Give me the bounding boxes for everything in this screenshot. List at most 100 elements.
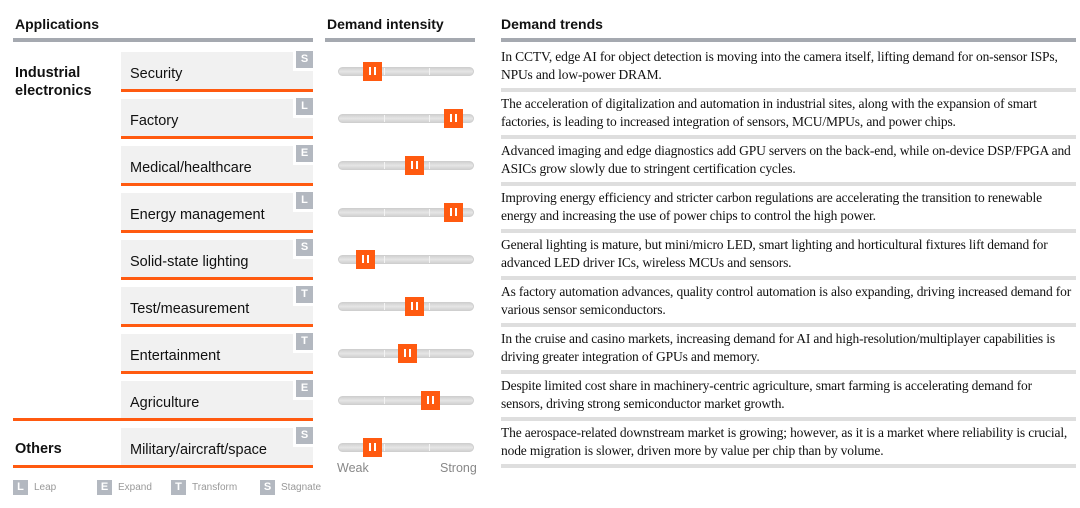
demand-trend-text: In CCTV, edge AI for object detection is… <box>501 49 1058 82</box>
legend-item-expand: E Expand <box>97 480 152 495</box>
application-row: Agriculture E <box>121 380 313 418</box>
slider-tick <box>384 162 385 169</box>
stagnate-badge-icon: S <box>260 480 275 495</box>
trend-divider <box>501 229 1076 233</box>
slider-tick <box>384 209 385 216</box>
row-underline <box>121 324 313 327</box>
row-underline <box>121 136 313 139</box>
slider-tick <box>429 444 430 451</box>
application-row: Test/measurement T <box>121 286 313 324</box>
slider-tick <box>384 303 385 310</box>
applications-header-rule <box>13 38 313 42</box>
slider-tick <box>384 256 385 263</box>
row-underline <box>121 230 313 233</box>
legend-label: Leap <box>34 482 57 493</box>
intensity-slider-track <box>338 156 474 175</box>
intensity-slider-thumb <box>363 62 382 81</box>
slider-tick <box>384 444 385 451</box>
slider-tick <box>429 350 430 357</box>
trends-header-rule <box>501 38 1076 42</box>
application-name: Medical/healthcare <box>130 160 252 176</box>
slider-tick <box>384 68 385 75</box>
category-badge-icon: T <box>293 333 313 353</box>
category-badge-icon: L <box>293 192 313 212</box>
group-label-others: Others <box>15 441 62 457</box>
group-label-industrial: Industrial electronics <box>15 65 92 99</box>
demand-trend-text: General lighting is mature, but mini/mic… <box>501 237 1048 270</box>
row-underline <box>121 183 313 186</box>
slider-tick <box>429 256 430 263</box>
application-name: Test/measurement <box>130 301 250 317</box>
trend-divider <box>501 276 1076 280</box>
intensity-slider-track <box>338 391 474 410</box>
slider-tick <box>429 68 430 75</box>
applications-header: Applications <box>15 16 100 32</box>
application-row: Energy management L <box>121 192 313 230</box>
application-name: Entertainment <box>130 348 221 364</box>
transform-badge-icon: T <box>171 480 186 495</box>
trend-divider <box>501 135 1076 139</box>
application-row: Solid-state lighting S <box>121 239 313 277</box>
intensity-slider-thumb <box>444 203 463 222</box>
slider-tick <box>429 115 430 122</box>
row-underline <box>121 277 313 280</box>
intensity-slider-track <box>338 62 474 81</box>
intensity-header: Demand intensity <box>327 16 444 32</box>
slider-tick <box>384 397 385 404</box>
scale-strong-label: Strong <box>440 461 477 475</box>
category-badge-icon: T <box>293 286 313 306</box>
category-badge-icon: S <box>293 239 313 259</box>
application-row: Medical/healthcare E <box>121 145 313 183</box>
trend-divider <box>501 464 1076 468</box>
demand-trend-text: Advanced imaging and edge diagnostics ad… <box>501 143 1071 176</box>
slider-tick <box>384 115 385 122</box>
intensity-header-rule <box>325 38 475 42</box>
intensity-slider-thumb <box>363 438 382 457</box>
demand-trend-text: The aerospace-related downstream market … <box>501 425 1068 458</box>
intensity-slider-track <box>338 109 474 128</box>
expand-badge-icon: E <box>97 480 112 495</box>
demand-trend-text: In the cruise and casino markets, increa… <box>501 331 1055 364</box>
leap-badge-icon: L <box>13 480 28 495</box>
application-name: Solid-state lighting <box>130 254 249 270</box>
application-name: Energy management <box>130 207 265 223</box>
intensity-slider-track <box>338 203 474 222</box>
demand-trend-text: Improving energy efficiency and stricter… <box>501 190 1042 223</box>
legend-label: Stagnate <box>281 482 322 493</box>
intensity-slider-thumb <box>398 344 417 363</box>
category-badge-icon: S <box>293 51 313 71</box>
slider-tick <box>429 209 430 216</box>
intensity-slider-thumb <box>421 391 440 410</box>
application-row: Factory L <box>121 98 313 136</box>
intensity-slider-thumb <box>444 109 463 128</box>
legend-item-transform: T Transform <box>171 480 237 495</box>
legend-item-leap: L Leap <box>13 480 56 495</box>
intensity-slider-thumb <box>356 250 375 269</box>
group-divider <box>13 465 313 468</box>
application-row: Military/aircraft/space S <box>121 427 313 465</box>
trend-divider <box>501 323 1076 327</box>
application-name: Security <box>130 66 183 82</box>
row-underline <box>121 89 313 92</box>
intensity-slider-track <box>338 297 474 316</box>
intensity-slider-thumb <box>405 156 424 175</box>
demand-trend-text: As factory automation advances, quality … <box>501 284 1072 317</box>
slider-tick <box>384 350 385 357</box>
trend-divider <box>501 417 1076 421</box>
trends-header: Demand trends <box>501 16 603 32</box>
application-row: Entertainment T <box>121 333 313 371</box>
legend-label: Transform <box>192 482 238 493</box>
application-name: Factory <box>130 113 179 129</box>
intensity-slider-thumb <box>405 297 424 316</box>
category-badge-icon: L <box>293 98 313 118</box>
demand-trend-text: Despite limited cost share in machinery-… <box>501 378 1033 411</box>
demand-trend-text: The acceleration of digitalization and a… <box>501 96 1037 129</box>
category-badge-icon: E <box>293 145 313 165</box>
trend-divider <box>501 88 1076 92</box>
legend-label: Expand <box>118 482 152 493</box>
application-name: Military/aircraft/space <box>130 442 267 458</box>
intensity-slider-track <box>338 438 474 457</box>
scale-weak-label: Weak <box>337 461 369 475</box>
application-name: Agriculture <box>130 395 200 411</box>
slider-tick <box>429 303 430 310</box>
